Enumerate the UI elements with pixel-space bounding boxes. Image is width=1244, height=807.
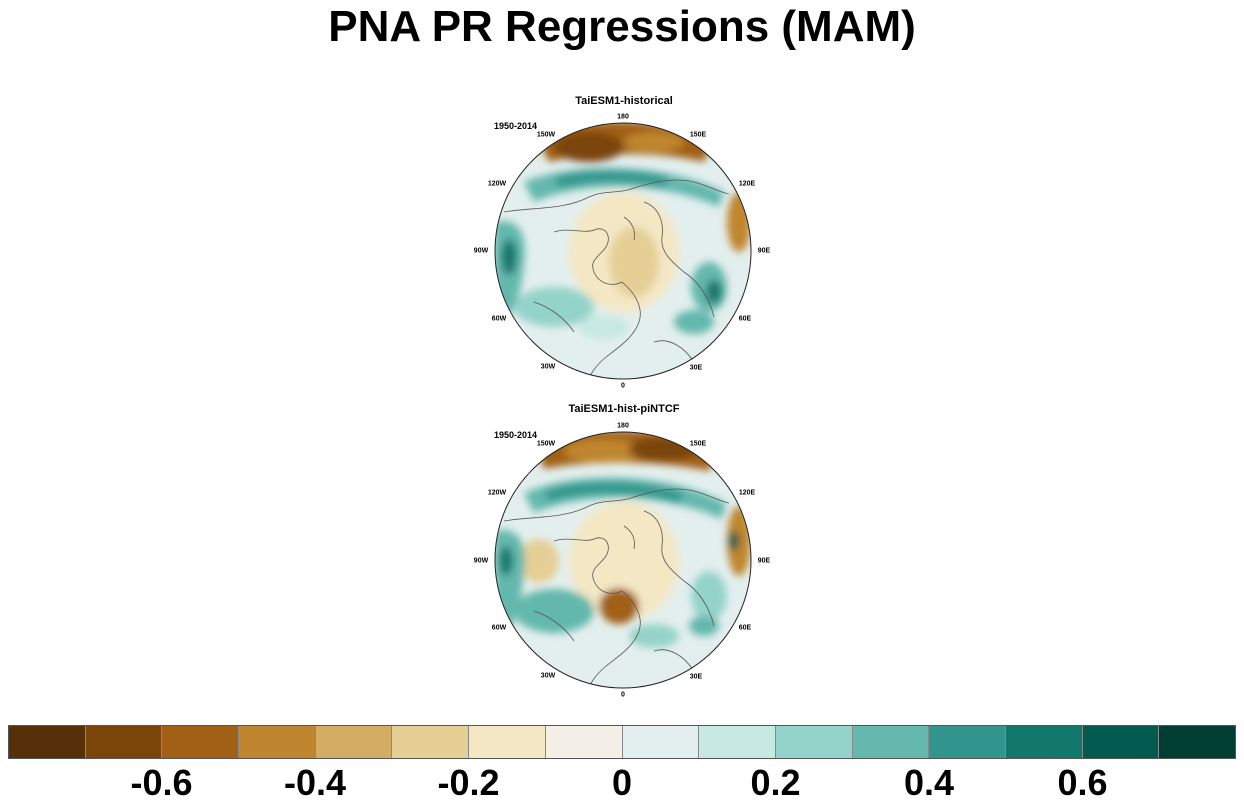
lon-label: 90E <box>757 247 771 255</box>
figure-title: PNA PR Regressions (MAM) <box>328 2 916 51</box>
colorbar-box <box>85 726 163 758</box>
lon-label: 180 <box>617 113 629 121</box>
period-label-hist-pintcf: 1950-2014 <box>494 430 538 440</box>
lon-label: 150E <box>689 440 707 448</box>
colorbar-box <box>775 726 853 758</box>
lon-label: 60E <box>738 315 752 323</box>
lon-label: 150W <box>536 131 556 139</box>
polar-map-historical <box>494 122 752 380</box>
panel-title-historical: TaiESM1-historical <box>575 95 673 107</box>
colorbar-box <box>9 726 86 758</box>
colorbar-box <box>1159 726 1235 758</box>
colorbar <box>8 725 1236 759</box>
lon-label: 120E <box>738 489 756 497</box>
lon-label: 60W <box>491 315 507 323</box>
colorbar-tick-label: -0.2 <box>437 762 500 803</box>
colorbar-box <box>699 726 776 758</box>
lon-label: 150W <box>536 440 556 448</box>
lon-label: 0 <box>621 382 625 390</box>
lon-label: 120W <box>487 180 507 188</box>
colorbar-box <box>162 726 240 758</box>
lon-label: 90E <box>757 557 771 565</box>
lon-label: 120E <box>738 180 756 188</box>
lon-label: 90W <box>473 247 489 255</box>
lon-label: 30W <box>540 672 556 680</box>
colorbar-box <box>392 726 470 758</box>
colorbar-box <box>1082 726 1160 758</box>
colorbar-box <box>622 726 700 758</box>
colorbar-tick-label: -0.6 <box>130 762 193 803</box>
lon-label: 30W <box>540 363 556 371</box>
colorbar-box <box>852 726 930 758</box>
lon-label: 60E <box>738 624 752 632</box>
colorbar-box <box>239 726 316 758</box>
colorbar-tick-label: 0 <box>611 762 633 803</box>
colorbar-box <box>929 726 1006 758</box>
lon-label: 90W <box>473 557 489 565</box>
lon-label: 60W <box>491 624 507 632</box>
period-label-historical: 1950-2014 <box>494 121 538 131</box>
colorbar-tick-label: -0.4 <box>283 762 347 803</box>
colorbar-box <box>469 726 546 758</box>
panel-title-hist-pintcf: TaiESM1-hist-piNTCF <box>568 403 680 415</box>
polar-map-hist-pintcf <box>494 431 752 689</box>
lon-label: 30E <box>689 673 703 681</box>
lon-label: 30E <box>689 364 703 372</box>
colorbar-box <box>1005 726 1083 758</box>
colorbar-tick-label: 0.6 <box>1057 762 1108 803</box>
lon-label: 180 <box>617 422 629 430</box>
colorbar-tick-label: 0.4 <box>903 762 955 803</box>
colorbar-box <box>315 726 393 758</box>
colorbar-box <box>545 726 623 758</box>
colorbar-tick-label: 0.2 <box>750 762 801 803</box>
lon-label: 150E <box>689 131 707 139</box>
lon-label: 0 <box>621 691 625 699</box>
lon-label: 120W <box>487 489 507 497</box>
